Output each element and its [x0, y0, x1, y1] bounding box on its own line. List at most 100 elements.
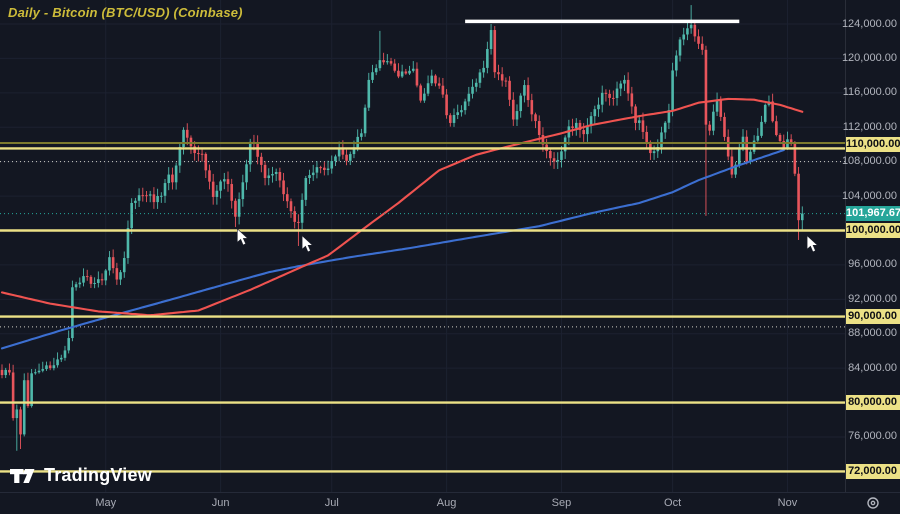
candle-body — [389, 61, 393, 64]
candle-body — [323, 167, 326, 171]
candle-body — [226, 179, 230, 185]
candle-body — [304, 178, 308, 200]
candle-body — [285, 194, 289, 202]
candle-body — [693, 24, 697, 37]
candle-body — [671, 70, 674, 111]
candle-body — [630, 93, 634, 107]
candle-body — [78, 282, 82, 285]
cursor-arrow-icon — [806, 235, 819, 253]
candle-body — [237, 199, 241, 217]
candle-body — [760, 121, 763, 136]
candle-body — [274, 171, 278, 174]
time-axis-label-oct: Oct — [664, 497, 682, 509]
candle-body — [430, 75, 434, 84]
candle-body — [452, 114, 456, 123]
candle-body — [282, 180, 285, 195]
candle-body — [130, 202, 133, 229]
time-axis-label-nov: Nov — [777, 497, 798, 509]
candle-body — [500, 74, 504, 81]
candle-body — [586, 125, 589, 135]
candle-body — [204, 153, 208, 171]
candle-body — [160, 195, 163, 197]
candle-body — [59, 357, 63, 360]
candle-body — [449, 115, 452, 123]
candle-body — [775, 121, 778, 135]
time-axis-label-sep: Sep — [551, 497, 572, 509]
candle-body — [393, 63, 397, 71]
candle-body — [423, 93, 426, 101]
candle-body — [600, 92, 604, 105]
candle-body — [89, 276, 93, 284]
chart-canvas[interactable] — [0, 0, 845, 492]
price-axis-label: 92,000.00 — [848, 292, 897, 305]
last-price-badge: 101,967.67 — [846, 206, 900, 222]
candle-body — [752, 140, 756, 152]
cursor-arrow-icon — [237, 228, 249, 246]
candle-body — [167, 174, 171, 184]
candle-body — [686, 28, 689, 35]
candle-body — [19, 409, 22, 435]
candle-body — [678, 39, 682, 56]
candle-body — [493, 30, 497, 73]
candle-body — [552, 158, 556, 162]
candle-body — [37, 370, 41, 373]
candle-body — [352, 147, 356, 155]
price-axis-label: 96,000.00 — [848, 258, 897, 271]
price-level-badge: 100,000.00 — [846, 222, 900, 238]
candle-body — [122, 258, 126, 273]
time-axis-label-aug: Aug — [436, 497, 457, 509]
candle-body — [119, 272, 122, 280]
candle-body — [245, 164, 248, 183]
candle-body — [52, 365, 56, 369]
moving-average-blue — [0, 148, 785, 350]
candle-body — [626, 79, 630, 94]
price-axis-label: 112,000.00 — [842, 120, 897, 133]
time-axis[interactable]: May Jun Jul Aug Sep Oct Nov — [0, 492, 900, 514]
candle-body — [689, 24, 693, 29]
candle-body — [549, 151, 552, 159]
price-axis-label: 120,000.00 — [841, 51, 897, 64]
candle-body — [367, 79, 371, 108]
candle-body — [660, 132, 663, 148]
candle-body — [411, 68, 415, 71]
candle-body — [330, 161, 334, 169]
candle-body — [152, 194, 156, 203]
candle-body — [378, 60, 382, 69]
candle-body — [419, 85, 422, 101]
candle-body — [104, 270, 108, 281]
time-axis-label-may: May — [95, 497, 117, 509]
candle-body — [215, 190, 219, 197]
candle-body — [337, 147, 341, 157]
candle-body — [248, 141, 252, 165]
candle-body — [715, 99, 719, 112]
price-axis-label: 76,000.00 — [848, 430, 897, 443]
candle-body — [700, 43, 704, 50]
candle-body — [593, 109, 597, 117]
candle-body — [71, 287, 74, 339]
candle-body — [197, 153, 200, 155]
gear-icon[interactable] — [862, 494, 884, 512]
candle-body — [256, 142, 259, 157]
cursor-arrow-icon — [301, 235, 314, 253]
price-axis-label: 116,000.00 — [842, 86, 897, 99]
candle-body — [697, 36, 700, 44]
candle-body — [108, 257, 111, 271]
candle-body — [445, 94, 448, 116]
candle-body — [408, 70, 411, 74]
candle-body — [97, 279, 100, 283]
candle-body — [4, 369, 8, 376]
candle-body — [508, 80, 511, 100]
price-axis[interactable]: 124,000.00 120,000.00 116,000.00 112,000.00… — [841, 0, 900, 492]
candle-body — [515, 111, 519, 120]
candle-body — [637, 120, 641, 123]
candle-body — [48, 365, 52, 369]
candle-body — [174, 165, 178, 183]
candle-body — [26, 380, 30, 407]
candle-body — [574, 122, 578, 129]
candle-body — [134, 200, 137, 203]
candle-body — [345, 154, 348, 161]
candle-body — [737, 148, 741, 165]
candle-body — [608, 93, 611, 98]
candle-body — [111, 257, 115, 269]
candle-body — [519, 95, 522, 112]
